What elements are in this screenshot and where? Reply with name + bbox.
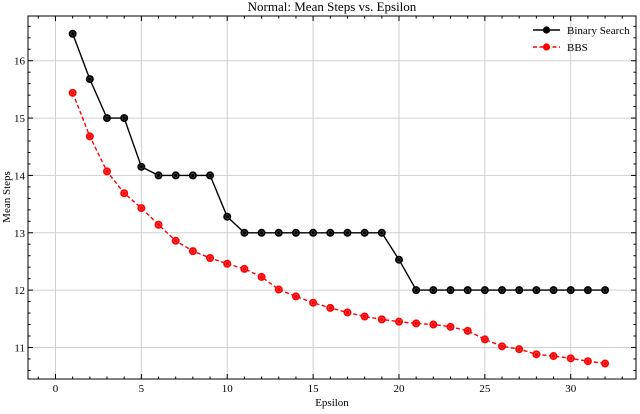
data-point <box>343 308 352 317</box>
legend-item: Binary Search <box>533 25 630 37</box>
series-bbs <box>68 88 610 368</box>
data-point <box>601 286 610 295</box>
data-point <box>549 286 558 295</box>
data-point <box>103 167 112 176</box>
data-point <box>583 286 592 295</box>
y-tick-label: 13 <box>14 228 26 240</box>
data-point <box>394 317 403 326</box>
data-point <box>463 286 472 295</box>
data-point <box>240 264 249 273</box>
data-point <box>377 228 386 237</box>
data-point <box>68 88 77 97</box>
data-point <box>257 228 266 237</box>
y-tick-label: 11 <box>14 342 25 354</box>
data-point <box>412 319 421 328</box>
x-tick-label: 30 <box>565 383 577 395</box>
y-tick-label: 12 <box>14 285 25 297</box>
data-point <box>85 75 94 84</box>
data-point <box>446 322 455 331</box>
x-axis-label: Epsilon <box>315 397 349 409</box>
x-tick-label: 10 <box>222 383 234 395</box>
data-point <box>532 286 541 295</box>
x-tick-label: 15 <box>308 383 320 395</box>
data-point <box>583 357 592 366</box>
data-point <box>223 259 232 268</box>
data-point <box>154 220 163 229</box>
legend: Binary Search BBS <box>533 25 630 54</box>
data-point <box>360 228 369 237</box>
data-point <box>85 132 94 141</box>
data-point <box>120 114 129 123</box>
data-point <box>103 114 112 123</box>
legend-label: BBS <box>567 42 588 54</box>
data-point <box>343 228 352 237</box>
data-point <box>429 320 438 329</box>
data-point <box>326 303 335 312</box>
data-point <box>601 359 610 368</box>
data-point <box>188 247 197 256</box>
data-point <box>223 212 232 221</box>
data-point <box>274 228 283 237</box>
x-tick-label: 25 <box>479 383 491 395</box>
data-point <box>480 335 489 344</box>
data-point <box>309 298 318 307</box>
data-point <box>515 345 524 354</box>
data-point <box>515 286 524 295</box>
chart-title: Normal: Mean Steps vs. Epsilon <box>248 0 417 14</box>
data-point <box>549 352 558 361</box>
data-point <box>171 171 180 180</box>
data-point <box>137 204 146 213</box>
x-tick-label: 5 <box>139 383 145 395</box>
data-series <box>68 29 610 368</box>
plot-frame <box>27 15 637 380</box>
x-tick-label: 20 <box>393 383 405 395</box>
axis-ticks: 0 5 10 15 20 25 30 11 12 13 14 15 16 <box>14 16 636 395</box>
data-point <box>463 326 472 335</box>
data-point <box>498 286 507 295</box>
data-point <box>257 272 266 281</box>
data-point <box>498 342 507 351</box>
legend-marker-icon <box>542 43 551 51</box>
data-point <box>326 228 335 237</box>
legend-label: Binary Search <box>567 25 630 37</box>
y-axis-label: Mean Steps <box>1 171 13 223</box>
data-point <box>309 228 318 237</box>
data-point <box>480 286 489 295</box>
data-point <box>188 171 197 180</box>
data-point <box>291 292 300 301</box>
x-tick-label: 0 <box>53 383 59 395</box>
y-tick-label: 16 <box>14 56 26 68</box>
data-point <box>137 162 146 171</box>
data-point <box>68 29 77 38</box>
data-point <box>120 189 129 198</box>
data-point <box>377 315 386 324</box>
data-point <box>171 236 180 245</box>
grid-lines <box>28 16 636 379</box>
data-point <box>154 171 163 180</box>
data-point <box>412 286 421 295</box>
series-binary-search <box>68 29 610 295</box>
data-point <box>446 286 455 295</box>
legend-marker-icon <box>542 26 551 34</box>
data-point <box>274 285 283 294</box>
data-point <box>566 286 575 295</box>
y-tick-label: 15 <box>14 113 26 125</box>
y-tick-label: 14 <box>14 170 26 182</box>
data-point <box>532 350 541 359</box>
data-point <box>240 228 249 237</box>
data-point <box>206 171 215 180</box>
data-point <box>394 255 403 264</box>
data-point <box>291 228 300 237</box>
legend-item: BBS <box>533 42 588 54</box>
data-point <box>206 253 215 262</box>
data-point <box>360 312 369 321</box>
data-point <box>566 354 575 363</box>
data-point <box>429 286 438 295</box>
